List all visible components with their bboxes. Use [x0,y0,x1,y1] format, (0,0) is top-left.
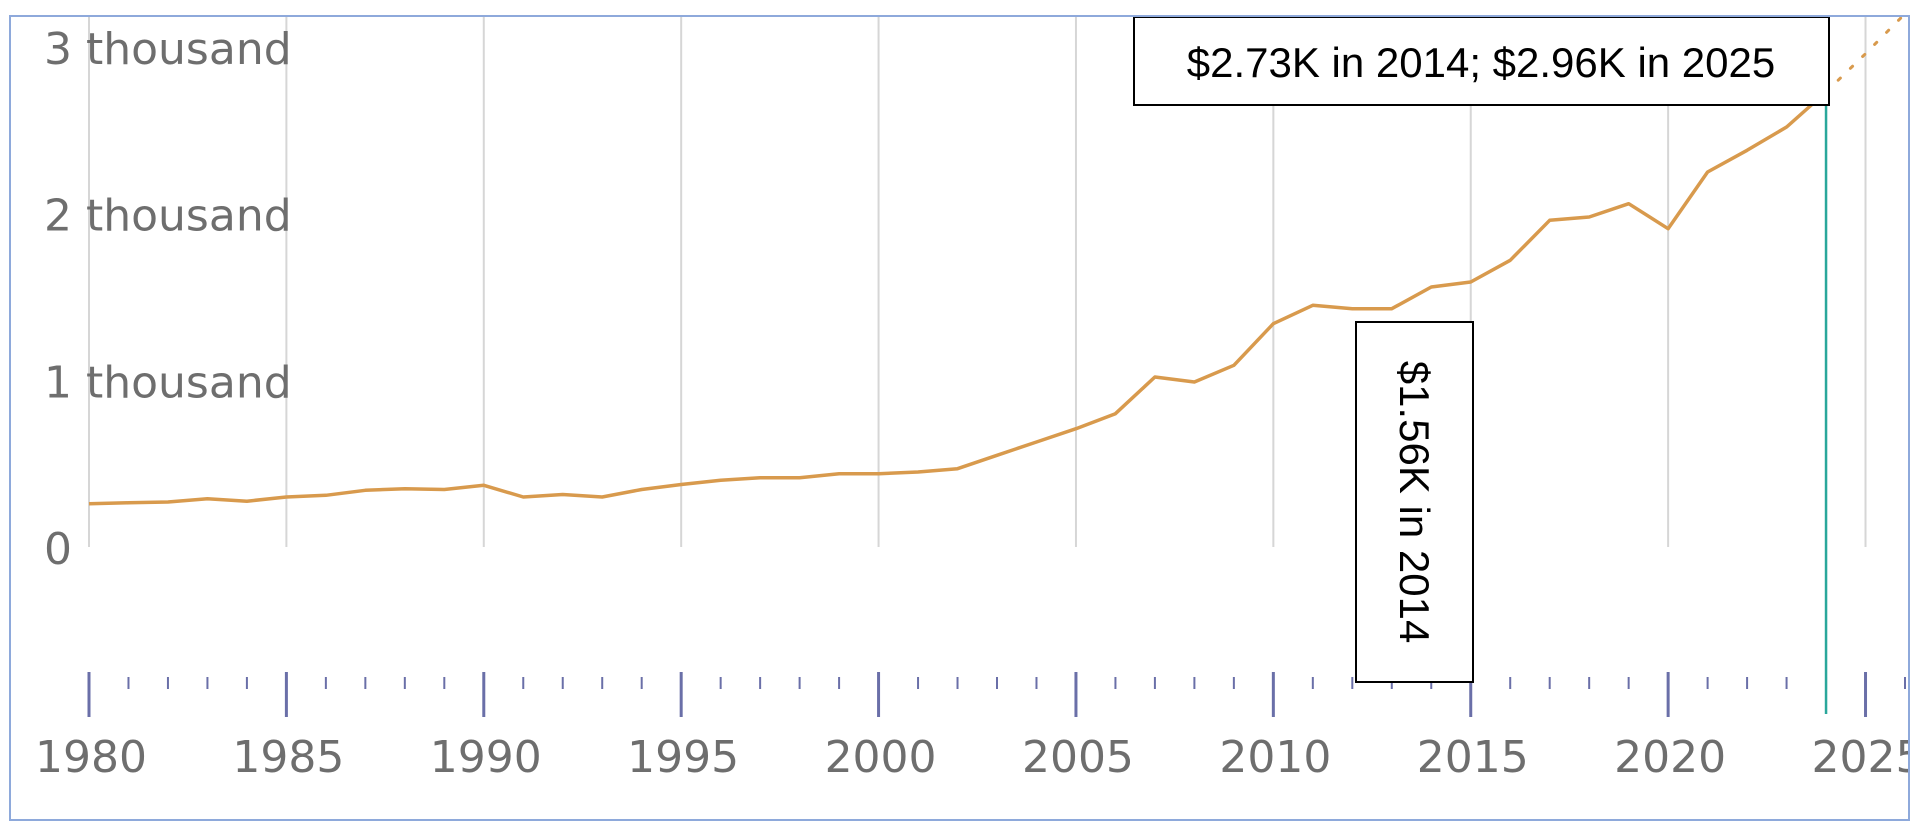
y-tick-label-2000: 2 thousand [44,191,292,242]
y-tick-label-3000: 3 thousand [44,24,292,75]
x-axis-labels: 1980 1985 1990 1995 2000 2005 2010 2015 2020 2025 [35,732,1908,783]
x-tick-label-1990: 1990 [430,732,542,783]
x-tick-label-2000: 2000 [825,732,937,783]
x-tick-label-1995: 1995 [627,732,739,783]
x-tick-label-1985: 1985 [232,732,344,783]
x-tick-label-2005: 2005 [1022,732,1134,783]
x-tick-label-2025: 2025 [1812,732,1908,783]
y-tick-label-1000: 1 thousand [44,357,292,408]
series-layer [88,17,1904,506]
series-line [88,90,1828,506]
minor-ticks [127,677,1906,689]
x-tick-label-2020: 2020 [1614,732,1726,783]
x-tick-label-2015: 2015 [1417,732,1529,783]
annotation-text-top: $2.73K in 2014; $2.96K in 2025 [1187,39,1776,86]
series-projection-line [1824,17,1904,94]
y-axis-labels: 0 1 thousand 2 thousand 3 thousand [44,24,292,575]
x-tick-label-2010: 2010 [1219,732,1331,783]
chart-frame: 0 1 thousand 2 thousand 3 thousand 1980 1985… [9,15,1910,821]
annotations: $2.73K in 2014; $2.96K in 2025 $1.56K in … [1133,17,1830,683]
annotation-box-vertical [1355,321,1474,683]
y-tick-label-0: 0 [44,524,72,575]
annotation-box-top [1133,17,1830,106]
x-tick-label-1980: 1980 [35,732,147,783]
major-ticks [87,672,1868,717]
annotation-text-vertical: $1.56K in 2014 [1391,361,1438,644]
line-chart: 0 1 thousand 2 thousand 3 thousand 1980 1985… [35,17,1908,783]
